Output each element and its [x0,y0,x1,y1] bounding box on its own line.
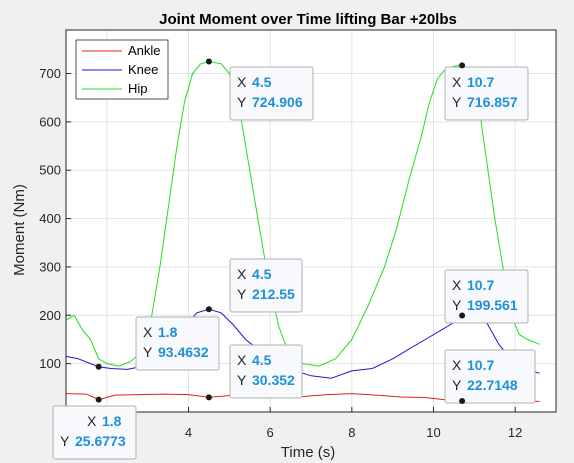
datatip-y-label: Y [452,94,462,110]
datatip-y-value: 25.6773 [75,433,126,449]
legend-label-hip: Hip [128,81,148,96]
datatip-y-value: 93.4632 [158,344,209,360]
datatip-y-value: 22.7148 [467,377,518,393]
datatip-y-label: Y [237,286,247,302]
y-tick-label: 200 [39,308,61,323]
datatip-x-label: X [237,266,247,282]
datatip-box [444,269,529,324]
x-tick-label: 8 [348,425,355,440]
datatip-x-value: 4.5 [252,74,272,90]
datatip-x-value: 4.5 [252,352,272,368]
datatip-marker [205,306,212,313]
datatip-marker [459,312,466,319]
datatip-y-value: 724.906 [252,94,303,110]
y-tick-label: 600 [39,114,61,129]
datatip-box [444,66,529,121]
datatip-x-label: X [452,357,462,373]
datatip[interactable]: X 10.7 Y 199.561 [444,269,529,324]
datatip[interactable]: X 4.5 Y 30.352 [205,344,303,401]
datatip[interactable]: X 4.5 Y 724.906 [205,58,314,121]
datatip-x-value: 4.5 [252,266,272,282]
y-axis-label: Moment (Nm) [11,184,28,276]
datatip-y-value: 30.352 [252,372,295,388]
datatip-marker [95,396,102,403]
datatip-x-value: 10.7 [467,277,494,293]
datatip-y-value: 212.55 [252,286,295,302]
plot-frame [65,29,557,413]
x-tick-label: 6 [267,425,274,440]
datatip-marker [459,62,466,69]
y-tick-label: 400 [39,211,61,226]
datatip-x-label: X [452,277,462,293]
datatip-x-label: X [237,74,247,90]
x-tick-label: 10 [426,425,440,440]
datatips: X 4.5 Y 724.906 X 10.7 Y 716.857 X 4.5 Y 212.55 X 10.… [52,58,536,460]
datatip-y-label: Y [60,433,70,449]
datatip-box [229,258,303,313]
datatip-x-label: X [143,324,153,340]
datatip-marker [459,398,466,405]
datatip-y-label: Y [452,297,462,313]
datatip-x-value: 1.8 [158,324,178,340]
datatip[interactable]: X 1.8 Y 93.4632 [95,316,220,371]
x-axis-label: Time (s) [281,444,335,461]
datatip[interactable]: X 1.8 Y 25.6773 [52,396,137,460]
datatip-x-value: 10.7 [467,74,494,90]
datatip-y-label: Y [237,94,247,110]
datatip-x-label: X [237,352,247,368]
datatip-x-value: 1.8 [102,413,122,429]
datatip[interactable]: X 4.5 Y 212.55 [205,258,303,313]
y-tick-label: 500 [39,163,61,178]
y-tick-label: 700 [39,66,61,81]
datatip-y-label: Y [237,372,247,388]
datatip-box [229,344,303,399]
datatip-box [229,66,314,121]
datatip-marker [205,394,212,401]
x-tick-label: 4 [185,425,192,440]
datatip-x-label: X [87,413,97,429]
datatip[interactable]: X 10.7 Y 716.857 [444,62,529,121]
y-tick-label: 100 [39,356,61,371]
datatip-x-label: X [452,74,462,90]
datatip-y-label: Y [452,377,462,393]
legend-label-knee: Knee [128,62,158,77]
datatip-y-value: 199.561 [467,297,518,313]
chart-title: Joint Moment over Time lifting Bar +20lb… [159,11,457,28]
datatip-marker [95,363,102,370]
legend[interactable]: Ankle Knee Hip [75,39,169,100]
datatip[interactable]: X 10.7 Y 22.7148 [444,349,536,405]
datatip-y-value: 716.857 [467,94,518,110]
datatip-box [444,349,536,404]
legend-label-ankle: Ankle [128,43,161,58]
x-tick-label: 12 [508,425,522,440]
datatip-box [135,316,220,371]
datatip-box [52,405,137,460]
datatip-x-value: 10.7 [467,357,494,373]
datatip-marker [205,58,212,65]
datatip-y-label: Y [143,344,153,360]
y-tick-label: 300 [39,259,61,274]
